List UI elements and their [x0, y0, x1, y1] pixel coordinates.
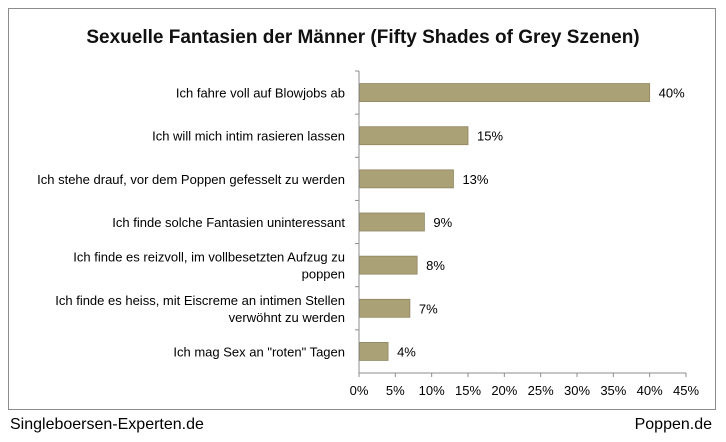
data-label-5: 8% — [426, 258, 445, 273]
category-label-5-line-2: poppen — [302, 267, 345, 282]
x-tick-label-2: 5% — [386, 383, 405, 398]
x-tick-label-6: 25% — [528, 383, 554, 398]
bar-1 — [359, 83, 651, 102]
x-tick-label-10: 45% — [673, 383, 699, 398]
data-label-1: 40% — [659, 86, 685, 101]
data-label-3: 13% — [462, 172, 488, 187]
category-label-6-line-2: verwöhnt zu werden — [229, 310, 345, 325]
data-label-6: 7% — [419, 301, 438, 316]
bar-3 — [359, 169, 454, 189]
bar-2 — [359, 126, 469, 146]
data-label-7: 4% — [397, 344, 416, 359]
category-label-4: Ich finde solche Fantasien uninteressant — [112, 215, 345, 230]
x-tick-label-8: 35% — [600, 383, 626, 398]
x-tick-label-7: 30% — [564, 383, 590, 398]
bar-7 — [359, 342, 389, 361]
data-label-4: 9% — [433, 215, 452, 230]
footer-source-left: Singleboersen-Experten.de — [10, 416, 204, 433]
category-label-7: Ich mag Sex an "roten" Tagen — [173, 344, 345, 359]
category-label-1: Ich fahre voll auf Blowjobs ab — [176, 86, 345, 101]
bar-5 — [359, 255, 418, 275]
x-tick-label-1: 0% — [350, 383, 369, 398]
category-label-2: Ich will mich intim rasieren lassen — [152, 129, 345, 144]
x-tick-label-4: 15% — [455, 383, 481, 398]
x-tick-label-3: 10% — [419, 383, 445, 398]
category-label-3: Ich stehe drauf, vor dem Poppen gefessel… — [37, 172, 345, 187]
chart-title: Sexuelle Fantasien der Männer (Fifty Sha… — [86, 27, 640, 48]
bar-6 — [359, 298, 411, 318]
bars-layer: 40% 15% 13% 9% 8% 7% 4% — [359, 83, 685, 361]
bar-4 — [359, 212, 425, 232]
data-label-2: 15% — [477, 129, 503, 144]
category-label-6-line-1: Ich finde es heiss, mit Eiscreme an inti… — [55, 293, 345, 308]
axis-layer: 0% 5% 10% 15% 20% 25% 30% 35% 40% 45% — [350, 70, 699, 398]
footer-source-right: Poppen.de — [634, 416, 712, 433]
x-tick-label-5: 20% — [491, 383, 517, 398]
category-labels-layer: Ich fahre voll auf Blowjobs ab Ich will m… — [37, 86, 345, 360]
x-tick-label-9: 40% — [637, 383, 663, 398]
category-label-5-line-1: Ich finde es reizvoll, im vollbesetzten … — [73, 250, 345, 265]
